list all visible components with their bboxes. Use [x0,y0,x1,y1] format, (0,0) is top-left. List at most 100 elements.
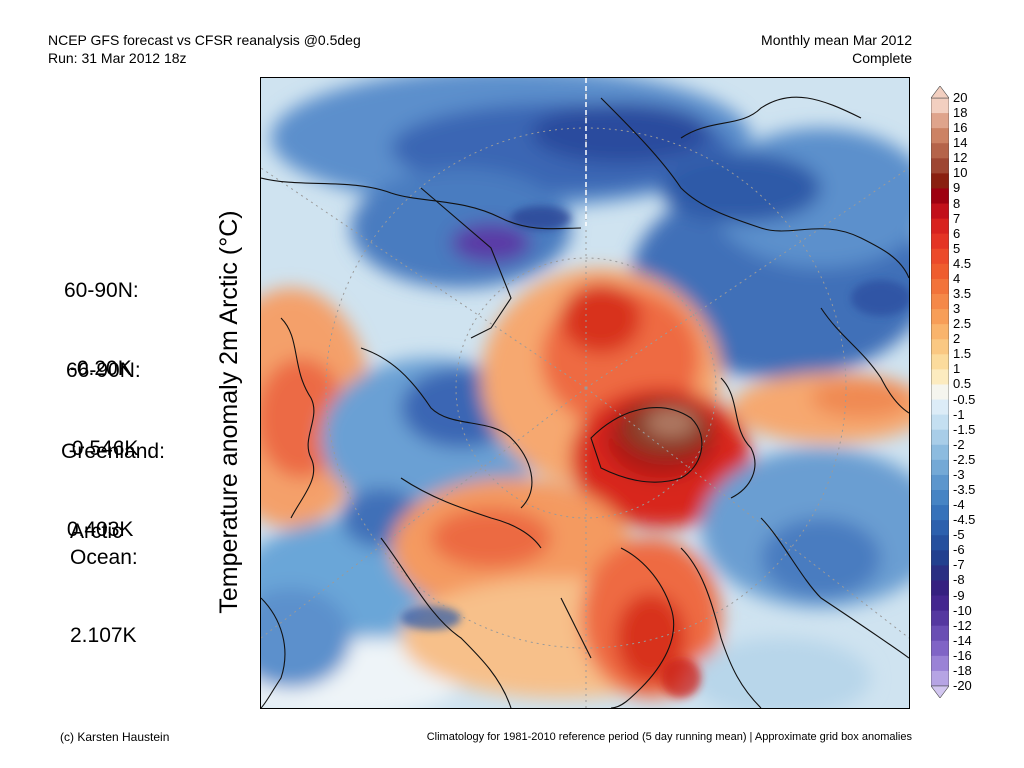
anomaly-field [261,78,909,708]
colorbar-swatch [931,218,949,235]
colorbar-swatch [931,429,949,446]
colorbar-tick-label: -8 [953,572,965,588]
colorbar-swatch [931,369,949,385]
colorbar-tick-label: 3 [953,301,961,317]
model-title: NCEP GFS forecast vs CFSR reanalysis @0.… [48,32,361,48]
colorbar-tick-label: -0.5 [953,391,976,407]
colorbar-tick-label: 4 [953,270,961,286]
stat-label: 60-90N: [64,279,139,302]
colorbar-swatch [931,384,949,401]
colorbar-tick-label: -14 [953,632,972,648]
map-canvas [261,78,909,708]
colorbar-tick-label: 6 [953,225,961,241]
period-title: Monthly mean Mar 2012 [761,32,912,48]
colorbar-tick-label: 2 [953,331,961,347]
colorbar-tick-label: -4 [953,497,965,513]
colorbar-tick-label: -2 [953,436,965,452]
colorbar-tick-label: -1 [953,406,965,422]
stat-value: 2.107K [70,624,137,647]
run-time: Run: 31 Mar 2012 18z [48,50,187,66]
colorbar-bottom-arrow [931,685,949,698]
colorbar-swatch [931,640,949,657]
colorbar-tick-label: 10 [953,165,968,181]
colorbar-swatch [931,339,949,355]
colorbar-tick-label: 1 [953,361,961,377]
colorbar-swatch [931,520,949,536]
colorbar-top-arrow [931,86,949,99]
colorbar-tick-label: -18 [953,662,972,678]
copyright: (c) Karsten Haustein [60,730,170,744]
colorbar-swatch [931,188,949,205]
colorbar-swatches [931,97,949,687]
stat-60-90n: 60-90N: -0.20K [64,226,139,408]
colorbar-tick-label: -4.5 [953,512,976,528]
colorbar-swatch [931,414,949,431]
colorbar-swatch [931,595,949,612]
colorbar-swatch [931,505,949,521]
colorbar-swatch [931,233,949,250]
colorbar-swatch [931,143,949,159]
colorbar-swatch [931,444,949,461]
colorbar-tick-label: 1.5 [953,346,972,362]
colorbar-tick-label: 3.5 [953,286,972,301]
colorbar-swatch [931,113,949,129]
colorbar-tick-label: -6 [953,542,965,558]
coastlines [261,96,909,708]
colorbar-tick-label: 5 [953,240,961,256]
stat-value: -0.20K [64,357,132,380]
colorbar-swatch [931,490,949,506]
colorbar-tick-label: -5 [953,527,965,543]
colorbar-swatch [931,474,949,491]
colorbar-tick-label: -20 [953,678,972,693]
colorbar-swatch [931,550,949,566]
colorbar-swatch [931,565,949,581]
colorbar-tick-label: -16 [953,647,972,663]
colorbar-swatch [931,128,949,144]
colorbar-tick-label: 9 [953,180,961,196]
colorbar-tick-label: -10 [953,602,972,618]
anomaly-detail [401,206,909,698]
stat-greenland: Greenland: 0.403K [61,387,165,569]
colorbar-swatch [931,309,949,325]
colorbar-swatch [931,459,949,476]
colorbar-tick-label: -9 [953,587,965,603]
colorbar-swatch [931,670,949,687]
stat-66-90n: 66-90N: 0.546K [66,306,141,488]
colorbar-tick-label: 2.5 [953,316,972,332]
climatology-note: Climatology for 1981-2010 reference peri… [426,731,912,743]
colorbar-tick-label: 12 [953,150,968,166]
colorbar-tick-label: 7 [953,210,961,226]
colorbar-tick-label: -12 [953,617,972,633]
stat-arctic-ocean: Arctic Ocean: 2.107K [70,467,138,675]
colorbar-swatch [931,580,949,597]
map-header-right: Monthly mean Mar 2012 Complete [761,31,912,67]
colorbar-tick-label: -2.5 [953,451,976,467]
stat-value: 0.546K [66,437,139,460]
stat-label: Arctic Ocean: [70,520,138,569]
colorbar-swatch [931,248,949,265]
colorbar-tick-label: 14 [953,135,968,151]
anomaly-map[interactable] [260,77,910,709]
colorbar-swatch [931,278,949,295]
colorbar-swatch [931,98,949,114]
colorbar-tick-label: 16 [953,120,968,136]
colorbar-swatch [931,173,949,189]
colorbar-swatch [931,263,949,280]
colorbar-tick-label: -3 [953,466,965,482]
colorbar-tick-label: 0.5 [953,376,972,392]
variable-label: Temperature anomaly 2m Arctic (°C) [215,210,243,614]
stat-label: Greenland: [61,440,165,463]
colorbar-tick-label: -7 [953,557,965,573]
colorbar-tick-label: 4.5 [953,255,972,271]
stat-label: 66-90N: [66,359,141,382]
colorbar-tick-label: -1.5 [953,421,976,437]
colorbar-swatch [931,324,949,340]
colorbar-swatch [931,354,949,370]
colorbar-tick-label: 18 [953,105,968,121]
completion-status: Complete [852,50,912,66]
map-header-left: NCEP GFS forecast vs CFSR reanalysis @0.… [48,31,361,67]
colorbar-tick-label: 20 [953,90,968,105]
colorbar-swatch [931,294,949,310]
colorbar-swatch [931,655,949,672]
colorbar-swatch [931,625,949,642]
